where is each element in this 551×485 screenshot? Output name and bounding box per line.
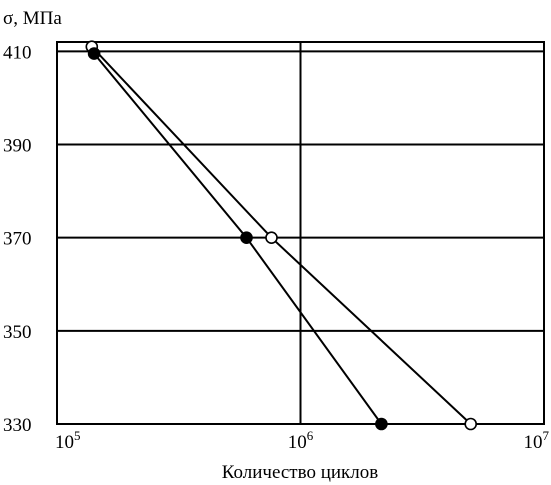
series-line-1 xyxy=(91,46,472,425)
y-tick-label-370: 370 xyxy=(3,229,32,250)
plot-frame xyxy=(56,41,545,425)
x-tick-label-7: 107 xyxy=(524,428,550,453)
y-tick-label-390: 390 xyxy=(3,135,32,156)
y-tick-label-350: 350 xyxy=(3,322,32,343)
x-axis-title: Количество циклов xyxy=(222,462,378,483)
y-axis-ticks: 410 390 370 350 330 xyxy=(3,42,32,436)
series-2-point-3 xyxy=(375,417,388,431)
x-tick-label-5: 105 xyxy=(55,428,81,453)
series-2-point-2 xyxy=(240,231,253,244)
y-tick-label-330: 330 xyxy=(3,415,32,436)
y-tick-label-410: 410 xyxy=(3,42,32,63)
series-group xyxy=(85,40,478,431)
x-axis-ticks: 105 106 107 xyxy=(55,428,550,453)
series-1-point-2 xyxy=(265,231,278,244)
series-2-point-1 xyxy=(87,47,101,60)
y-axis-title: σ, МПа xyxy=(3,8,62,29)
series-1-point-3 xyxy=(464,417,478,431)
x-tick-label-6: 106 xyxy=(288,428,314,453)
grid-lines xyxy=(56,42,545,425)
series-line-2 xyxy=(93,52,383,425)
